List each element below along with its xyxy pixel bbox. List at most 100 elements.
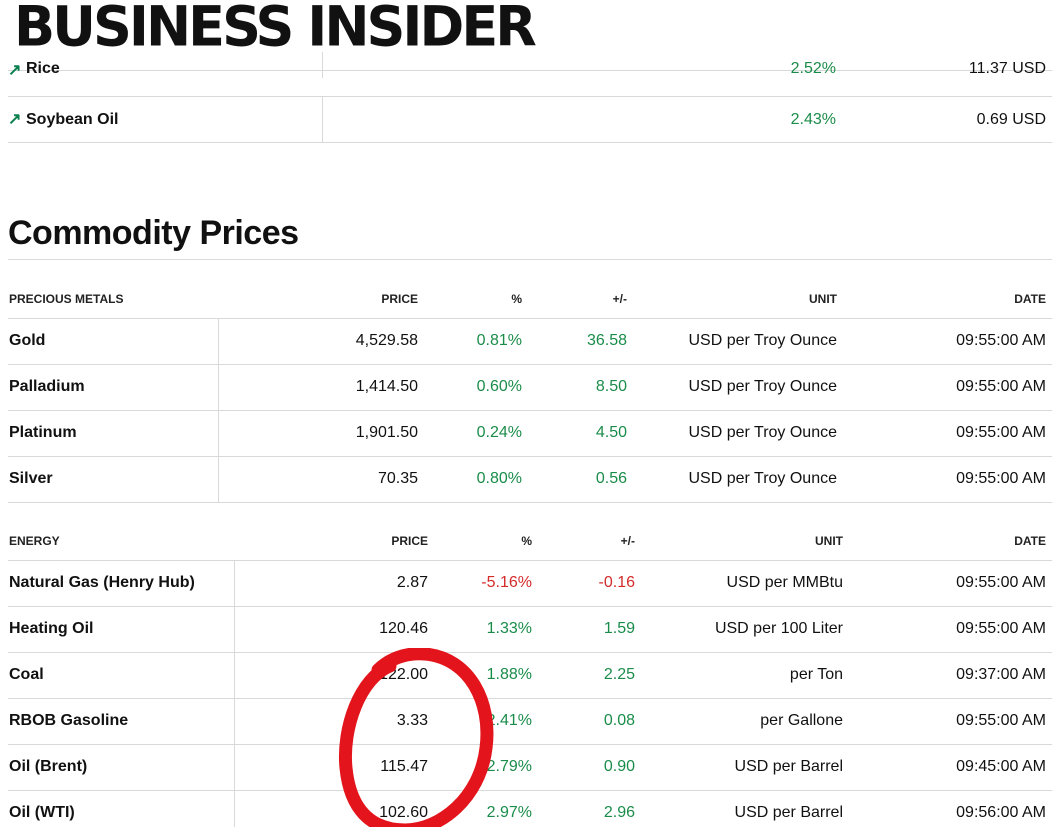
price-cell: 122.00 — [234, 652, 434, 699]
date-cell: 09:55:00 AM — [849, 606, 1052, 653]
column-header: ENERGY — [8, 523, 234, 561]
energy-table: ENERGY PRICE % +/- UNIT DATE Natural Gas… — [8, 523, 1052, 827]
price-cell: 4,529.58 — [218, 318, 424, 365]
date-cell: 09:37:00 AM — [849, 652, 1052, 699]
change-cell: 0.90 — [538, 744, 641, 791]
commodity-name[interactable]: Natural Gas (Henry Hub) — [8, 560, 235, 607]
commodity-name[interactable]: Heating Oil — [8, 606, 235, 653]
table-row[interactable]: Oil (WTI) 102.60 2.97% 2.96 USD per Barrel 09… — [8, 790, 1052, 827]
percent-change-cell: 0.24% — [424, 410, 528, 457]
commodity-name[interactable]: Oil (WTI) — [8, 790, 235, 827]
unit-cell: per Ton — [641, 652, 849, 699]
table-row[interactable]: Heating Oil 120.46 1.33% 1.59 USD per 100 Li… — [8, 606, 1052, 653]
date-cell: 09:55:00 AM — [843, 318, 1052, 365]
business-insider-logo[interactable]: BUSINESS INSIDER — [14, 0, 537, 59]
unit-cell: per Gallone — [641, 698, 849, 745]
table-row[interactable]: Silver 70.35 0.80% 0.56 USD per Troy Ounce 09… — [8, 456, 1052, 503]
percent-change-cell: -5.16% — [434, 560, 538, 607]
mover-name[interactable]: Soybean Oil — [26, 110, 119, 128]
table-row[interactable]: ↗ Rice 2.52% 11.37 USD — [8, 52, 1052, 97]
precious-metals-table: PRECIOUS METALS PRICE % +/- UNIT DATE Go… — [8, 281, 1052, 503]
arrow-up-icon: ↗ — [8, 62, 22, 79]
mover-name-cell[interactable]: ↗ Soybean Oil — [8, 97, 323, 142]
price-cell: 120.46 — [234, 606, 434, 653]
table-row[interactable]: Platinum 1,901.50 0.24% 4.50 USD per Troy Ou… — [8, 410, 1052, 457]
date-cell: 09:56:00 AM — [849, 790, 1052, 827]
column-header: PRECIOUS METALS — [8, 281, 218, 319]
percent-change-cell: 0.60% — [424, 364, 528, 411]
change-cell: 0.08 — [538, 698, 641, 745]
unit-cell: USD per 100 Liter — [641, 606, 849, 653]
column-header: DATE — [849, 523, 1052, 561]
price-cell: 2.87 — [234, 560, 434, 607]
unit-cell: USD per Troy Ounce — [633, 410, 843, 457]
percent-change-cell: 1.88% — [434, 652, 538, 699]
percent-change-cell: 0.81% — [424, 318, 528, 365]
date-cell: 09:55:00 AM — [843, 410, 1052, 457]
mover-name[interactable]: Rice — [26, 60, 60, 77]
commodity-name[interactable]: Silver — [8, 456, 219, 503]
commodity-name[interactable]: Gold — [8, 318, 219, 365]
column-header: +/- — [528, 281, 633, 319]
mover-name-cell[interactable]: ↗ Rice — [8, 52, 323, 79]
table-row[interactable]: Natural Gas (Henry Hub) 2.87 -5.16% -0.16 US… — [8, 560, 1052, 607]
change-cell: 2.25 — [538, 652, 641, 699]
unit-cell: USD per Barrel — [641, 790, 849, 827]
price-cell: 1,414.50 — [218, 364, 424, 411]
change-cell: 8.50 — [528, 364, 633, 411]
table-header-row: PRECIOUS METALS PRICE % +/- UNIT DATE — [8, 281, 1052, 319]
mover-value: 0.69 USD — [976, 110, 1046, 128]
unit-cell: USD per Barrel — [641, 744, 849, 791]
mover-value: 11.37 USD — [968, 60, 1046, 77]
percent-change-cell: 2.79% — [434, 744, 538, 791]
top-movers-table: ↗ Rice 2.52% 11.37 USD ↗ Soybean Oil 2.4… — [8, 52, 1052, 143]
unit-cell: USD per Troy Ounce — [633, 364, 843, 411]
divider — [8, 259, 1052, 260]
table-row[interactable]: RBOB Gasoline 3.33 2.41% 0.08 per Gallone 09:… — [8, 698, 1052, 745]
commodity-name[interactable]: RBOB Gasoline — [8, 698, 235, 745]
price-cell: 1,901.50 — [218, 410, 424, 457]
mover-pct: 2.43% — [790, 110, 836, 128]
table-header-row: ENERGY PRICE % +/- UNIT DATE — [8, 523, 1052, 561]
column-header: % — [424, 281, 528, 319]
change-cell: 1.59 — [538, 606, 641, 653]
change-cell: 2.96 — [538, 790, 641, 827]
section-title: Commodity Prices — [8, 214, 299, 252]
price-cell: 3.33 — [234, 698, 434, 745]
date-cell: 09:55:00 AM — [843, 364, 1052, 411]
column-header: DATE — [843, 281, 1052, 319]
change-cell: 4.50 — [528, 410, 633, 457]
price-cell: 102.60 — [234, 790, 434, 827]
percent-change-cell: 1.33% — [434, 606, 538, 653]
table-row[interactable]: Gold 4,529.58 0.81% 36.58 USD per Troy Ounce… — [8, 318, 1052, 365]
table-row[interactable]: Coal 122.00 1.88% 2.25 per Ton 09:37:00 AM — [8, 652, 1052, 699]
unit-cell: USD per Troy Ounce — [633, 318, 843, 365]
column-header: +/- — [538, 523, 641, 561]
divider — [8, 70, 1052, 71]
unit-cell: USD per MMBtu — [641, 560, 849, 607]
column-header: % — [434, 523, 538, 561]
percent-change-cell: 2.97% — [434, 790, 538, 827]
table-row[interactable]: ↗ Soybean Oil 2.43% 0.69 USD — [8, 97, 1052, 143]
mover-pct: 2.52% — [790, 60, 836, 77]
change-cell: 0.56 — [528, 456, 633, 503]
unit-cell: USD per Troy Ounce — [633, 456, 843, 503]
column-header: PRICE — [234, 523, 434, 561]
column-header: UNIT — [641, 523, 849, 561]
date-cell: 09:55:00 AM — [849, 698, 1052, 745]
column-header: UNIT — [633, 281, 843, 319]
table-row[interactable]: Oil (Brent) 115.47 2.79% 0.90 USD per Barrel… — [8, 744, 1052, 791]
commodity-name[interactable]: Oil (Brent) — [8, 744, 235, 791]
percent-change-cell: 2.41% — [434, 698, 538, 745]
change-cell: 36.58 — [528, 318, 633, 365]
date-cell: 09:55:00 AM — [849, 560, 1052, 607]
arrow-up-icon: ↗ — [8, 110, 22, 128]
price-cell: 115.47 — [234, 744, 434, 791]
commodity-name[interactable]: Coal — [8, 652, 235, 699]
commodity-name[interactable]: Platinum — [8, 410, 219, 457]
commodity-name[interactable]: Palladium — [8, 364, 219, 411]
percent-change-cell: 0.80% — [424, 456, 528, 503]
table-row[interactable]: Palladium 1,414.50 0.60% 8.50 USD per Troy O… — [8, 364, 1052, 411]
change-cell: -0.16 — [538, 560, 641, 607]
